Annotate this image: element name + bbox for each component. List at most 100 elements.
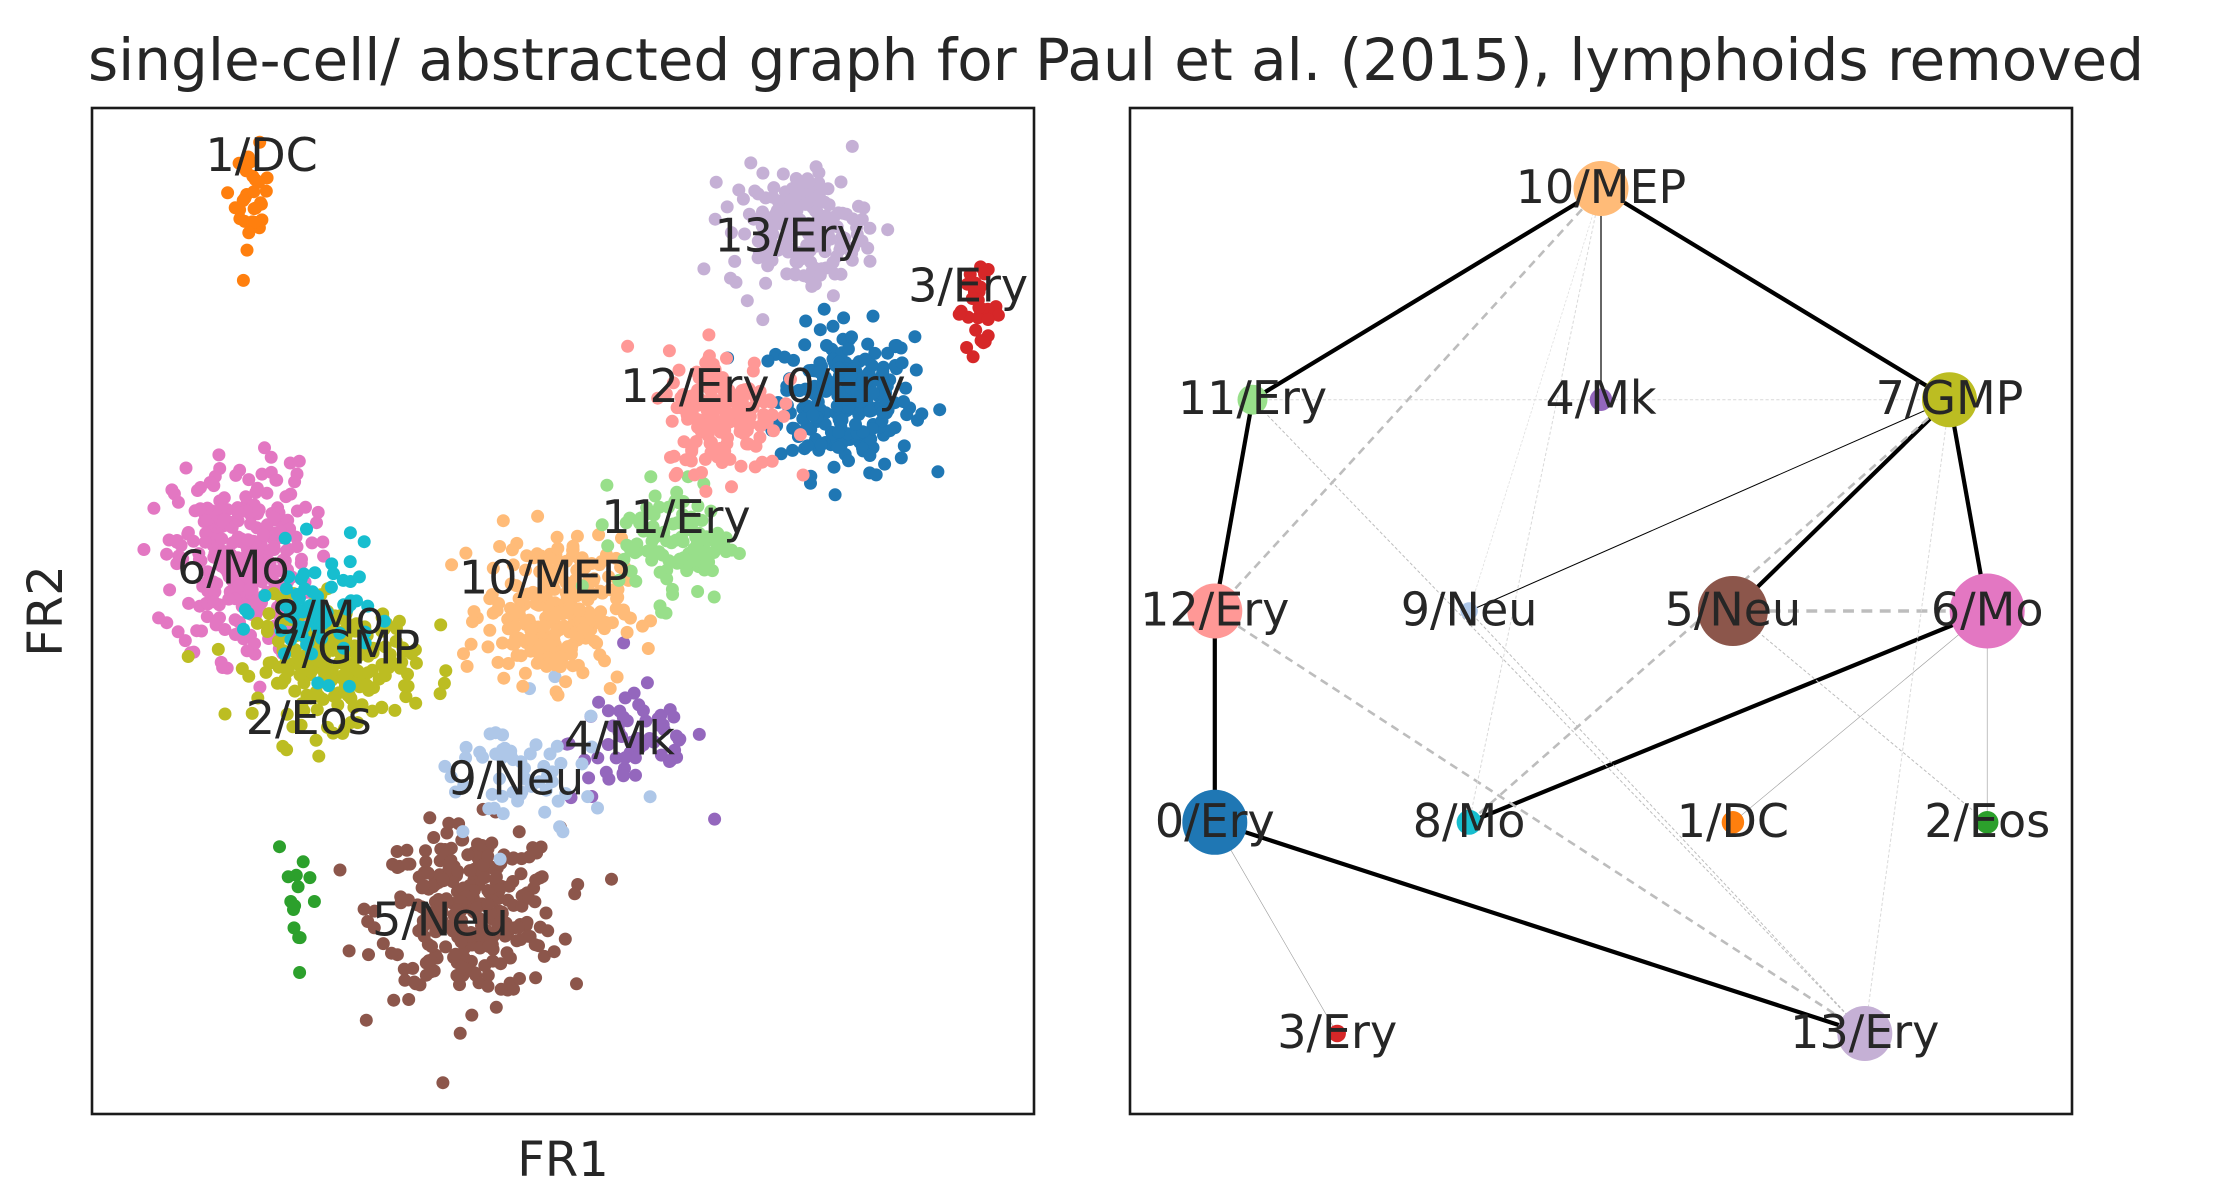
scatter-point — [702, 328, 716, 342]
scatter-point — [878, 457, 892, 471]
scatter-point — [385, 946, 398, 960]
edge-7-gmp-9-neu — [1468, 399, 1950, 612]
scatter-point — [482, 939, 496, 953]
scatter-point — [601, 539, 615, 553]
graph-node-labels: 10/MEP 11/Ery 4/Mk 7/GMP 12/Ery 9/Neu 5/Neu 6/M… — [1140, 160, 2050, 1059]
scatter-point — [677, 551, 691, 565]
scatter-point — [351, 716, 365, 730]
scatter-point — [358, 636, 372, 650]
scatter-point — [461, 848, 475, 862]
scatter-point — [389, 622, 403, 636]
scatter-point — [894, 451, 908, 465]
scatter-point — [387, 993, 401, 1007]
scatter-point — [514, 867, 528, 881]
node-7-gmp — [1922, 372, 1977, 428]
scatter-point — [704, 504, 718, 518]
scatter-point — [445, 558, 459, 572]
scatter-point — [247, 185, 261, 199]
node-label-2-eos: 2/Eos — [1924, 794, 2050, 848]
scatter-point — [296, 855, 310, 869]
edge-0-ery-13-ery — [1214, 820, 1866, 1036]
scatter-point — [595, 586, 609, 600]
node-3-ery — [1328, 1024, 1346, 1043]
scatter-point — [299, 500, 312, 514]
scatter-point — [991, 308, 1005, 322]
scatter-point — [292, 620, 306, 634]
scatter-point — [505, 543, 519, 557]
scatter-point — [291, 880, 305, 894]
scatter-label-0-ery: 0/Ery — [786, 359, 906, 413]
scatter-point — [593, 616, 607, 630]
scatter-label-2-eos: 2/Eos — [246, 691, 372, 745]
scatter-point — [572, 603, 586, 617]
scatter-point — [584, 709, 598, 723]
scatter-point — [834, 175, 848, 189]
scatter-point — [508, 636, 522, 650]
scatter-point — [310, 516, 323, 530]
scatter-point — [827, 460, 841, 474]
scatter-point — [618, 691, 632, 705]
scatter-point — [160, 547, 174, 561]
scatter-label-10-mep: 10/MEP — [459, 550, 630, 604]
scatter-point — [776, 240, 790, 254]
scatter-point — [783, 217, 796, 231]
scatter-point — [869, 468, 883, 482]
scatter-point — [796, 412, 810, 426]
scatter-point — [835, 230, 849, 244]
scatter-point — [459, 740, 473, 754]
scatter-point — [617, 552, 631, 566]
scatter-point — [679, 453, 693, 467]
node-label-9-neu: 9/Neu — [1401, 583, 1538, 637]
node-label-8-mo: 8/Mo — [1413, 794, 1526, 848]
node-label-11-ery: 11/Ery — [1178, 371, 1327, 425]
scatter-point — [390, 861, 404, 874]
scatter-point — [260, 486, 274, 500]
scatter-point — [357, 902, 371, 916]
scatter-point — [147, 501, 161, 515]
scatter-point — [647, 522, 660, 536]
scatter-point — [592, 528, 606, 542]
scatter-point — [280, 544, 294, 558]
scatter-label-8-mo: 8/Mo — [271, 591, 384, 645]
scatter-point — [278, 531, 292, 545]
scatter-point — [720, 351, 733, 365]
scatter-point — [160, 616, 174, 630]
scatter-point — [592, 695, 606, 709]
scatter-point — [467, 605, 481, 619]
scatter-point — [761, 259, 775, 273]
scatter-point — [439, 892, 453, 906]
scatter-point — [304, 691, 318, 705]
scatter-point — [640, 544, 654, 558]
scatter-point — [636, 619, 649, 633]
scatter-point — [377, 614, 391, 628]
scatter-point — [822, 211, 836, 224]
scatter-point — [796, 468, 810, 482]
cluster-3-ery-points — [952, 260, 1005, 364]
scatter-point — [333, 863, 347, 877]
scatter-point — [427, 831, 441, 844]
scatter-point — [969, 323, 983, 337]
node-11-ery — [1237, 384, 1268, 415]
scatter-point — [361, 666, 375, 680]
scatter-frame — [90, 106, 1036, 1116]
node-label-10-mep: 10/MEP — [1516, 160, 1687, 214]
scatter-point — [232, 506, 246, 520]
scatter-point — [973, 280, 987, 294]
scatter-point — [600, 478, 614, 492]
scatter-point — [866, 309, 880, 323]
scatter-point — [585, 740, 599, 754]
scatter-point — [858, 352, 872, 366]
scatter-point — [767, 181, 781, 195]
scatter-point — [532, 775, 546, 789]
scatter-point — [171, 625, 185, 639]
scatter-point — [786, 443, 799, 457]
scatter-point — [330, 613, 344, 626]
graph-edges — [1212, 186, 1990, 1036]
scatter-point — [570, 977, 583, 991]
scatter-point — [280, 707, 294, 721]
scatter-point — [897, 439, 911, 453]
scatter-point — [494, 982, 508, 996]
scatter-point — [300, 638, 314, 651]
scatter-point — [241, 533, 255, 547]
scatter-point — [680, 401, 694, 415]
